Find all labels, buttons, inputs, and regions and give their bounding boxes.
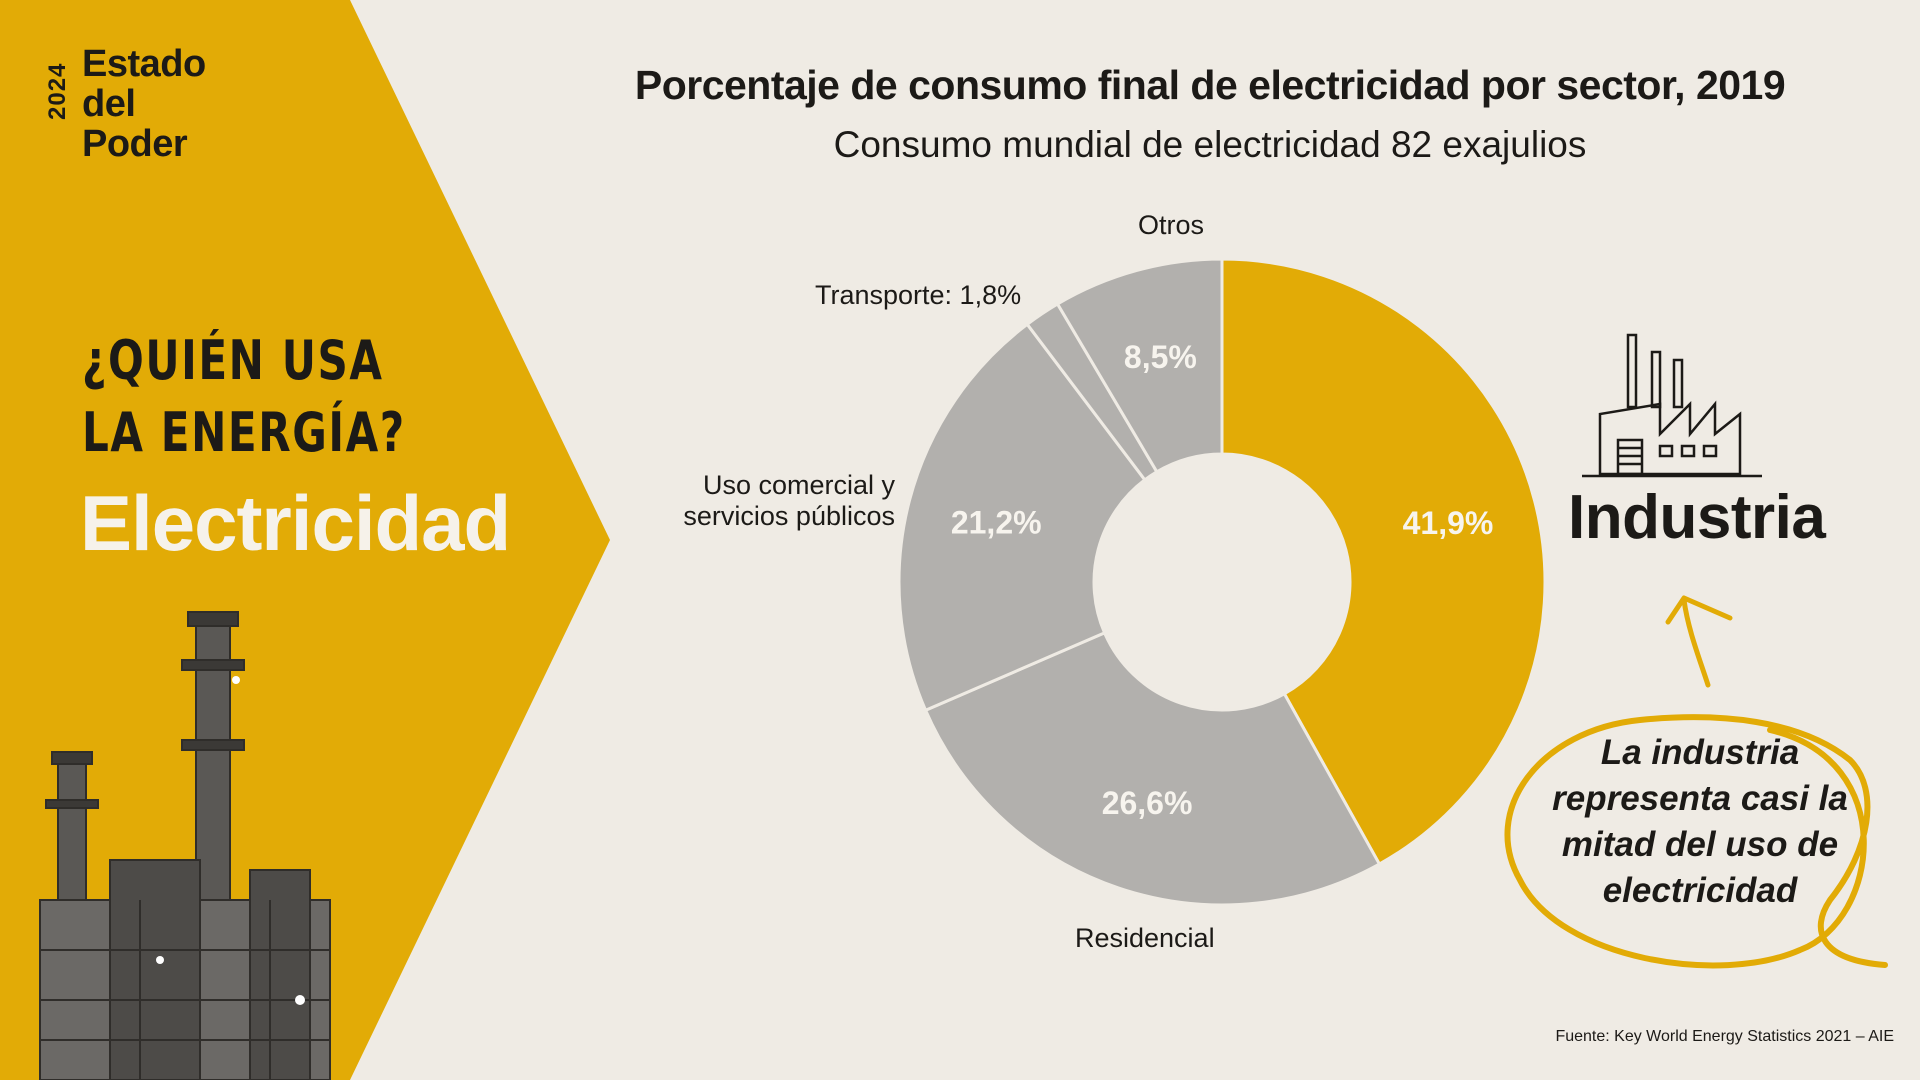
question-line-2: LA ENERGÍA? xyxy=(82,401,406,464)
slice-value-label: 21,2% xyxy=(951,505,1042,541)
label-comercial-line-1: Uso comercial y xyxy=(702,470,895,500)
slice-value-label: 26,6% xyxy=(1102,785,1193,821)
slice-value-label: 8,5% xyxy=(1124,339,1197,375)
label-transporte: Transporte: 1,8% xyxy=(815,280,1022,310)
chart-subtitle: Consumo mundial de electricidad 82 exaju… xyxy=(833,124,1587,165)
power-plant-icon xyxy=(39,611,331,1080)
chart-title: Porcentaje de consumo final de electrici… xyxy=(634,62,1786,108)
industria-highlight: Industria xyxy=(1568,483,1826,552)
donut-slice-uso xyxy=(897,322,1147,713)
question-line-1: ¿QUIÉN USA xyxy=(82,329,384,392)
chevron-shape xyxy=(0,0,610,1080)
label-residencial: Residencial xyxy=(1075,923,1215,953)
donut-slice-residencial xyxy=(923,630,1382,907)
label-comercial: Uso comercial y servicios públicos xyxy=(640,470,895,532)
label-otros: Otros xyxy=(1138,210,1205,240)
donut-slice-industria xyxy=(1220,257,1547,867)
slice-value-label: 41,9% xyxy=(1403,505,1494,541)
topic-heading: Electricidad xyxy=(80,479,511,567)
label-comercial-line-2: servicios públicos xyxy=(683,501,895,531)
annotation-text: La industria representa casi la mitad de… xyxy=(1552,733,1848,910)
donut-slice-otros xyxy=(1055,257,1224,474)
question-heading: ¿QUIÉN USA LA ENERGÍA? xyxy=(82,325,406,469)
brand-name: Estado del Poder xyxy=(82,43,206,165)
left-panel: 2024 Estado del Poder ¿QUIÉN USA LA ENER… xyxy=(0,0,620,1080)
source-note: Fuente: Key World Energy Statistics 2021… xyxy=(1555,1028,1894,1045)
